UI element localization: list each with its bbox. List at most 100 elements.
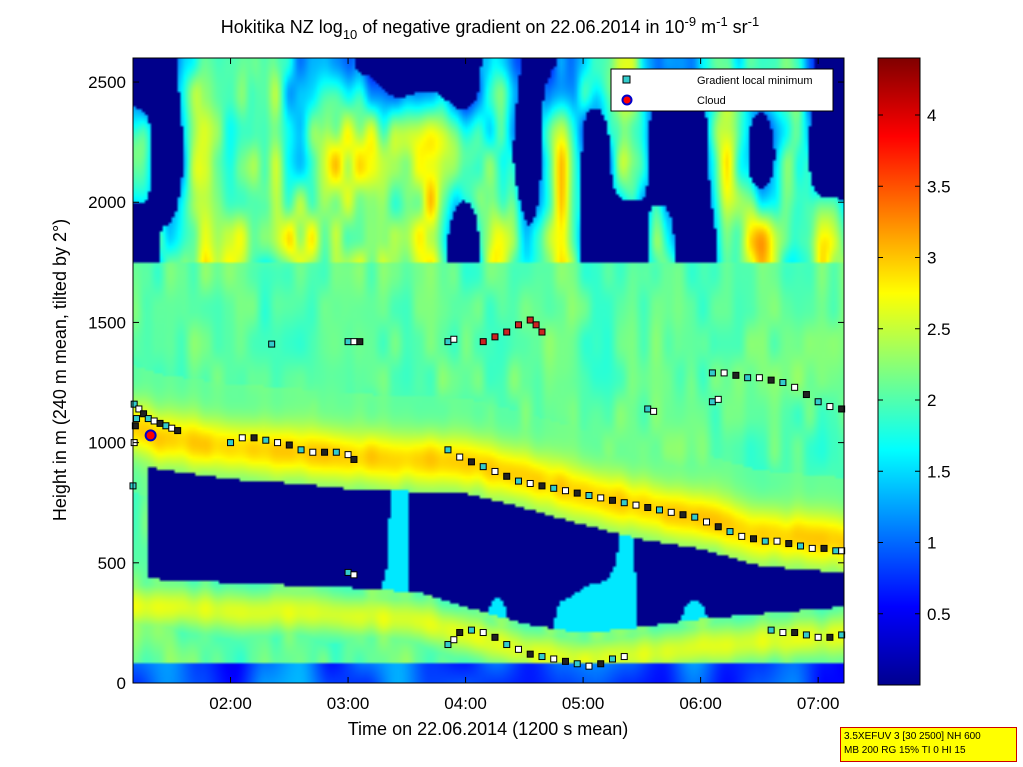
y-axis: 0 500 1000 1500 2000 2500 <box>88 73 844 693</box>
y-tick-label: 1500 <box>88 313 126 332</box>
x-tick-label: 03:00 <box>327 694 370 713</box>
gradient-minimum-marker <box>838 631 846 639</box>
gradient-minimum-marker <box>479 338 487 346</box>
plot-area: 02:00 03:00 04:00 05:00 06:00 07:00 0 500 1000 1… <box>88 57 846 713</box>
gradient-minimum-marker <box>450 335 458 343</box>
gradient-minimum-marker <box>767 376 775 384</box>
gradient-minimum-marker <box>130 400 138 408</box>
gradient-minimum-marker <box>526 316 534 324</box>
x-tick-label: 07:00 <box>797 694 840 713</box>
legend: Gradient local minimum Cloud <box>610 68 834 112</box>
gradient-minimum-marker <box>820 544 828 552</box>
gradient-minimum-marker <box>573 660 581 668</box>
gradient-minimum-marker <box>156 419 164 427</box>
gradient-minimum-marker <box>238 434 246 442</box>
x-tick-label: 06:00 <box>679 694 722 713</box>
gradient-minimum-marker <box>168 424 176 432</box>
info-line-2: MB 200 RG 15% TI 0 HI 15 <box>844 745 966 756</box>
gradient-minimum-marker <box>732 371 740 379</box>
gradient-minimum-marker <box>444 338 452 346</box>
gradient-minimum-marker <box>356 338 364 346</box>
gradient-minimum-marker <box>514 645 522 653</box>
colorbar-gradient <box>877 57 921 686</box>
gradient-minimum-marker <box>632 501 640 509</box>
gradient-minimum-marker <box>350 338 358 346</box>
gradient-minimum-marker <box>703 518 711 526</box>
gradient-minimum-marker <box>838 547 846 555</box>
gradient-minimum-marker <box>597 660 605 668</box>
gradient-minimum-marker <box>550 655 558 663</box>
gradient-minimum-marker <box>608 496 616 504</box>
gradient-minimum-marker <box>773 537 781 545</box>
gradient-minimum-marker <box>561 657 569 665</box>
legend-minimum-marker <box>622 75 631 84</box>
gradient-minimum-marker <box>514 477 522 485</box>
gradient-minimum-marker <box>761 537 769 545</box>
markers-layer <box>129 316 846 670</box>
gradient-minimum-marker <box>309 448 317 456</box>
gradient-minimum-marker <box>785 540 793 548</box>
y-tick-label: 2500 <box>88 73 126 92</box>
gradient-minimum-marker <box>802 391 810 399</box>
gradient-minimum-marker <box>140 410 148 418</box>
gradient-minimum-marker <box>655 506 663 514</box>
y-tick-label: 500 <box>98 554 126 573</box>
gradient-minimum-marker <box>738 532 746 540</box>
gradient-minimum-marker <box>538 653 546 661</box>
gradient-minimum-marker <box>491 633 499 641</box>
gradient-minimum-marker <box>714 523 722 531</box>
chart-title: Hokitika NZ log10 of negative gradient o… <box>221 14 759 42</box>
gradient-minimum-marker <box>791 629 799 637</box>
gradient-minimum-marker <box>444 641 452 649</box>
x-tick-label: 04:00 <box>444 694 487 713</box>
gradient-minimum-marker <box>708 369 716 377</box>
gradient-minimum-marker <box>714 395 722 403</box>
gradient-minimum-marker <box>297 446 305 454</box>
colorbar-tick-label: 1.5 <box>927 462 951 481</box>
gradient-minimum-marker <box>755 374 763 382</box>
gradient-minimum-marker <box>526 650 534 658</box>
gradient-minimum-marker <box>467 626 475 634</box>
gradient-minimum-marker <box>514 321 522 329</box>
gradient-minimum-marker <box>779 629 787 637</box>
gradient-minimum-marker <box>585 662 593 670</box>
gradient-minimum-marker <box>814 398 822 406</box>
gradient-minimum-marker <box>791 383 799 391</box>
x-tick-label: 02:00 <box>209 694 252 713</box>
gradient-minimum-marker <box>826 633 834 641</box>
gradient-minimum-marker <box>285 441 293 449</box>
gradient-minimum-marker <box>131 422 139 430</box>
gradient-minimum-marker <box>250 434 258 442</box>
colorbar-tick-label: 3.5 <box>927 177 951 196</box>
gradient-minimum-marker <box>644 405 652 413</box>
colorbar-tick-label: 4 <box>927 106 936 125</box>
gradient-minimum-marker <box>344 451 352 459</box>
gradient-minimum-marker <box>456 629 464 637</box>
gradient-minimum-marker <box>274 439 282 447</box>
gradient-minimum-marker <box>344 338 352 346</box>
gradient-minimum-marker <box>667 508 675 516</box>
legend-cloud-label: Cloud <box>697 95 726 107</box>
gradient-minimum-marker <box>268 340 276 348</box>
gradient-minimum-marker <box>344 568 352 576</box>
gradient-minimum-marker <box>350 455 358 463</box>
y-tick-label: 2000 <box>88 193 126 212</box>
gradient-minimum-marker <box>720 369 728 377</box>
gradient-minimum-marker <box>321 448 329 456</box>
y-tick-label: 1000 <box>88 434 126 453</box>
gradient-minimum-marker <box>227 439 235 447</box>
gradient-minimum-marker <box>691 513 699 521</box>
colorbar-tick-label: 2 <box>927 391 936 410</box>
gradient-minimum-marker <box>550 484 558 492</box>
gradient-minimum-marker <box>644 504 652 512</box>
gradient-minimum-marker <box>532 321 540 329</box>
gradient-minimum-marker <box>838 405 846 413</box>
gradient-minimum-marker <box>597 494 605 502</box>
gradient-minimum-marker <box>332 448 340 456</box>
colorbar: 0.5 1 1.5 2 2.5 3 3.5 4 <box>877 57 951 686</box>
gradient-minimum-marker <box>503 328 511 336</box>
colorbar-tick-label: 1 <box>927 534 936 553</box>
gradient-minimum-marker <box>620 499 628 507</box>
y-tick-label: 0 <box>117 674 126 693</box>
